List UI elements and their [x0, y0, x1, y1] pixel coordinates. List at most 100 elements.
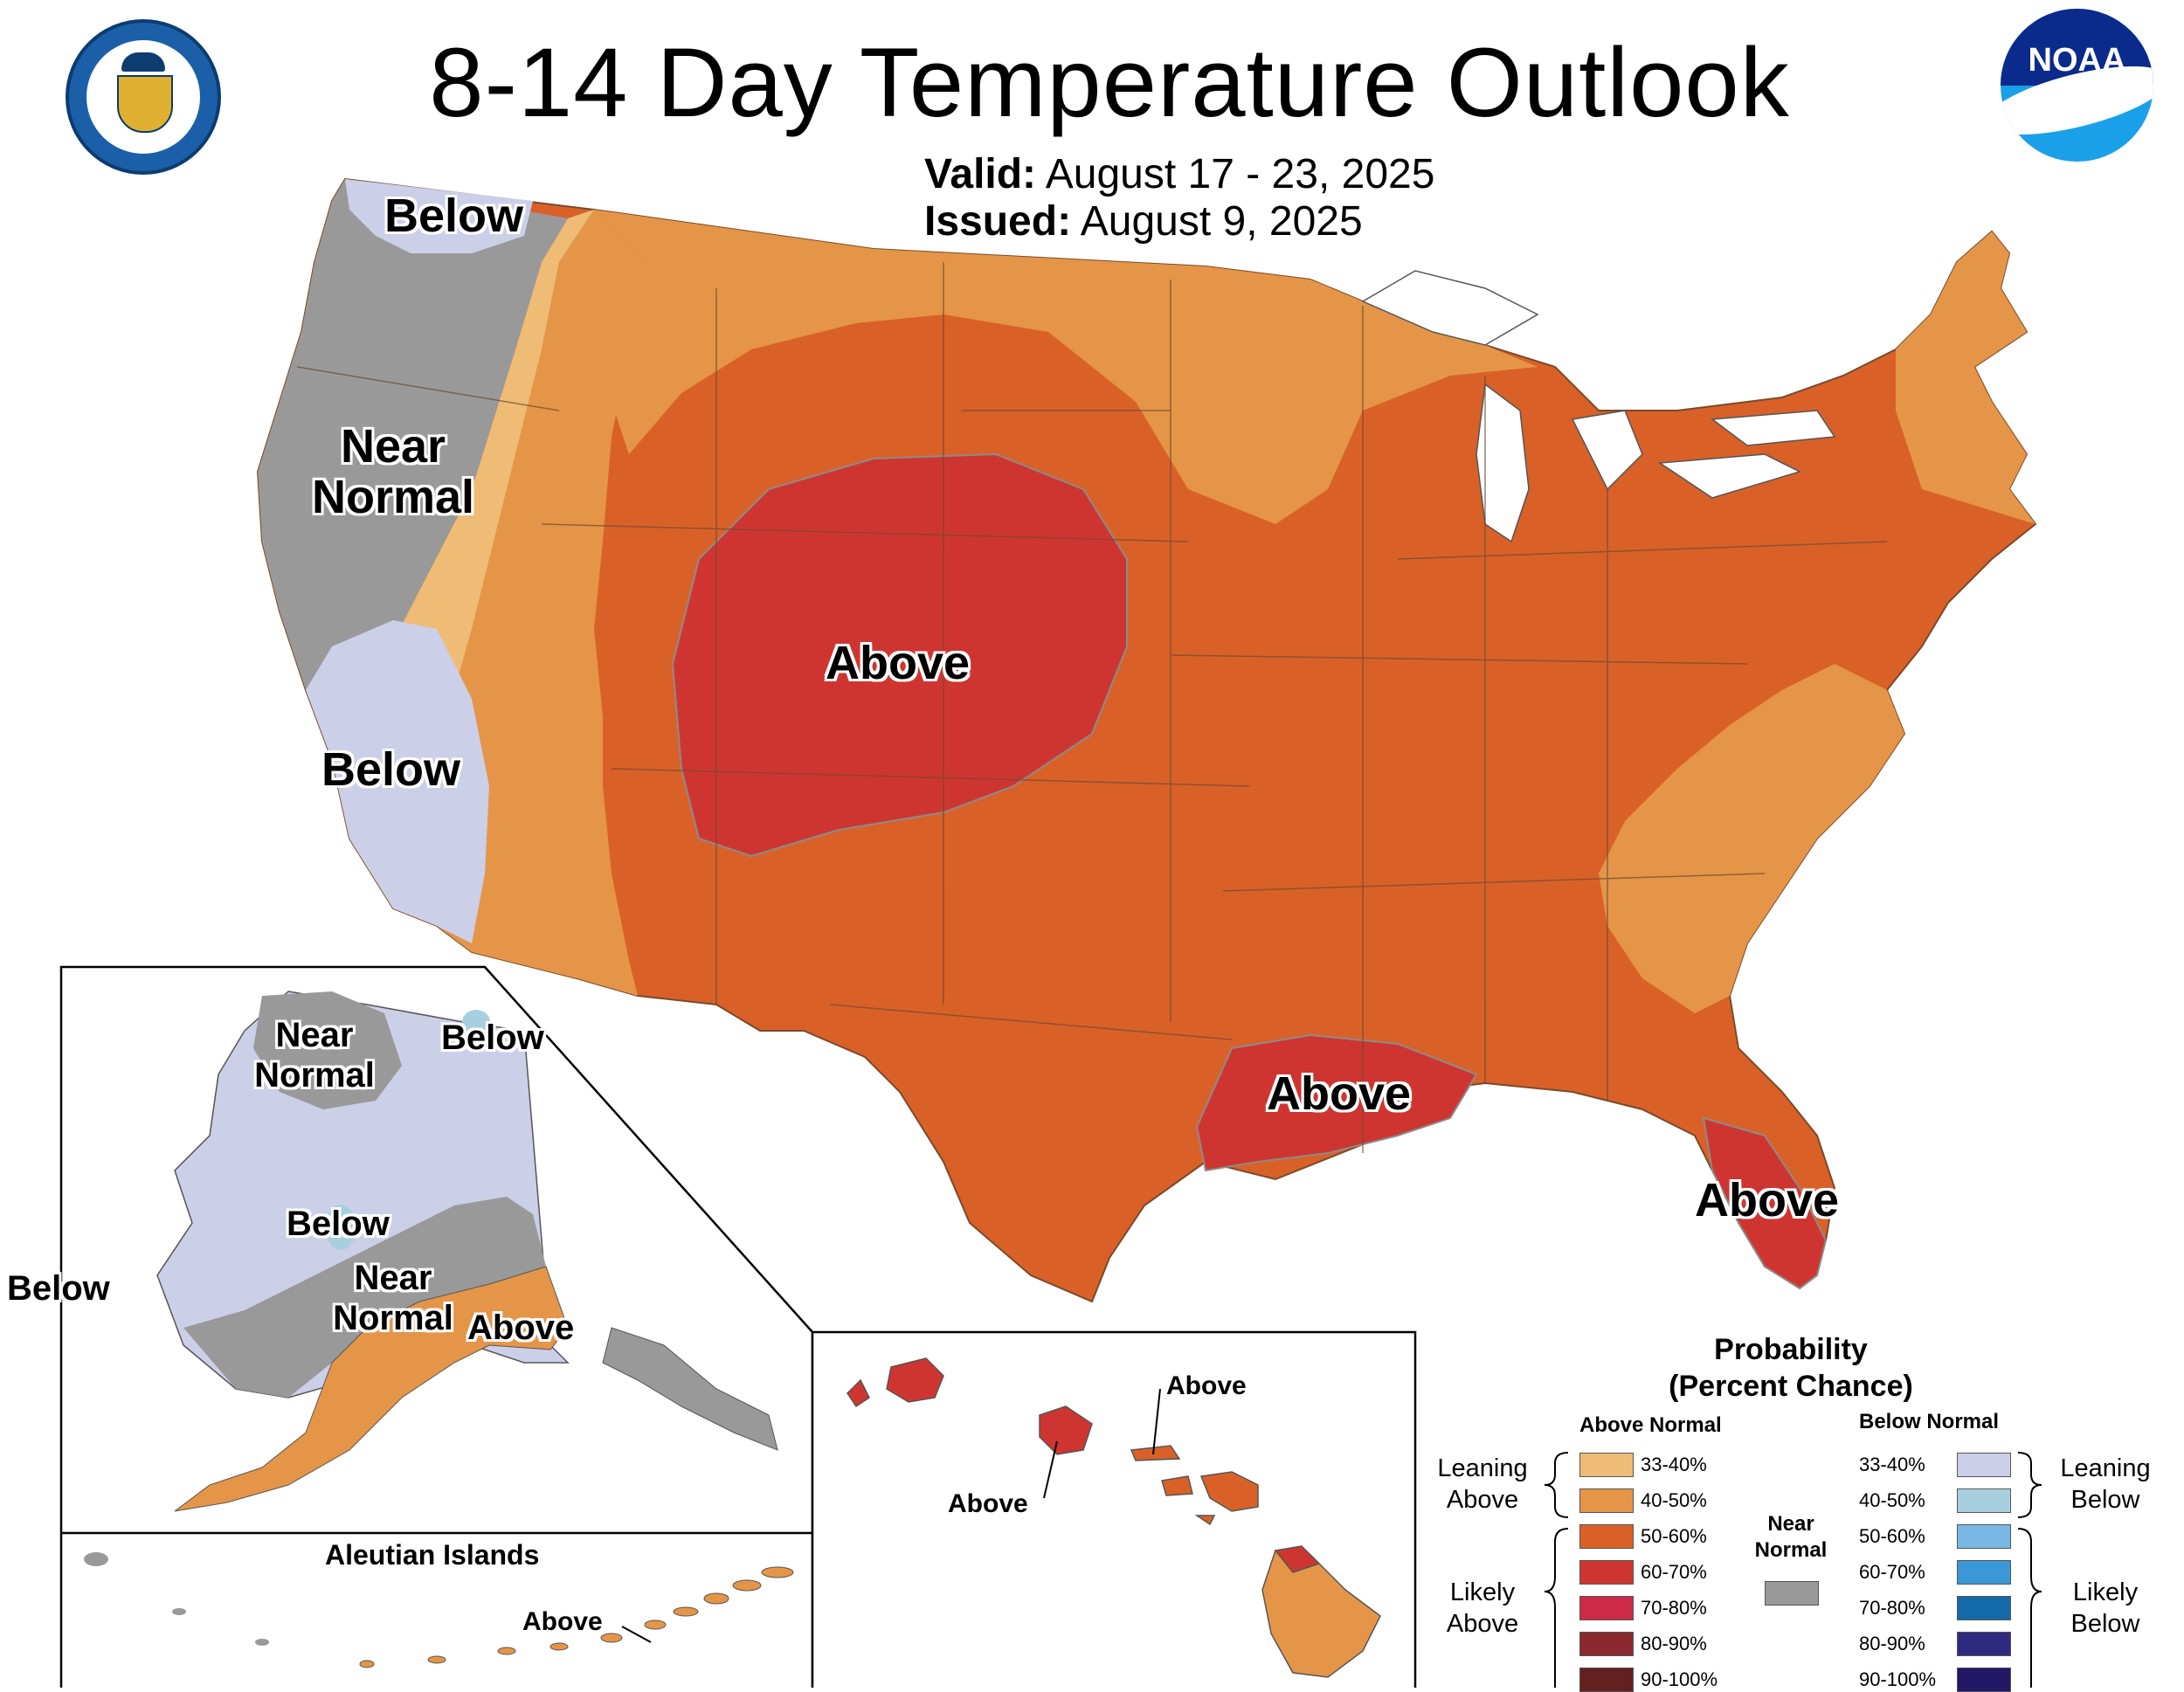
- legend-leaning-below-line2: Below: [2070, 1486, 2140, 1514]
- legend-likely-below: Likely Below: [2049, 1577, 2162, 1640]
- noaa-logo: NOAA: [2001, 9, 2153, 162]
- aleutian-islands-near: [84, 1552, 269, 1646]
- label-aleutian-above: Above: [522, 1607, 603, 1636]
- conus-region-above-40-50-north: [594, 210, 1538, 524]
- label-ak-south-near-line2: Normal: [333, 1299, 453, 1337]
- eagle-icon: [121, 52, 165, 72]
- state-boundaries: [296, 262, 1888, 1153]
- legend-below-swatch: [1957, 1596, 2011, 1620]
- conus-region-above-40-50-northeast: [1896, 231, 2035, 524]
- legend-above-percent: 40-50%: [1641, 1489, 1707, 1511]
- legend-leaning-above: Leaning Above: [1426, 1453, 1539, 1516]
- label-west-near-line1: Near: [340, 420, 446, 473]
- conus-region-above-60-70-florida: [1702, 1116, 1828, 1290]
- legend-above-percent: 90-100%: [1641, 1668, 1718, 1690]
- legend-above-swatch: [1579, 1632, 1634, 1656]
- hawaii-above-pointer-top: [1152, 1388, 1161, 1455]
- legend-above-header: Above Normal: [1579, 1413, 1722, 1437]
- legend-below-swatch: [1957, 1488, 2011, 1513]
- alaska-region-near-normal-north: [253, 991, 402, 1109]
- label-rockies-above: Above: [826, 637, 971, 689]
- aleutian-title: Aleutian Islands: [325, 1539, 540, 1571]
- legend-near-normal-line2: Normal: [1754, 1538, 1828, 1562]
- label-ak-north-near-normal: Near Normal: [245, 1015, 384, 1095]
- legend-leaning-above-line2: Above: [1446, 1486, 1519, 1514]
- legend-below-percent: 33-40%: [1859, 1454, 1925, 1475]
- legend-above-percent: 50-60%: [1641, 1525, 1707, 1547]
- legend-below-percent: 40-50%: [1859, 1489, 1925, 1511]
- legend-leaning-below-line1: Leaning: [2060, 1454, 2151, 1482]
- label-ak-center-below: Below: [287, 1205, 390, 1243]
- legend-title-line2: (Percent Chance): [1669, 1370, 1913, 1403]
- label-gulf-above: Above: [1267, 1067, 1412, 1120]
- label-ca-below: Below: [321, 743, 461, 796]
- legend-above-percent: 70-80%: [1641, 1597, 1707, 1619]
- legend-above-percent: 80-90%: [1641, 1633, 1707, 1654]
- legend-likely-above: Likely Above: [1426, 1577, 1539, 1640]
- legend-near-normal-line1: Near: [1767, 1512, 1814, 1536]
- alaska-region-below-light-ne: [462, 1010, 490, 1034]
- noaa-logo-text: NOAA: [2028, 42, 2126, 79]
- aleutian-above-pointer: [621, 1626, 652, 1643]
- legend-above-percent: 33-40%: [1641, 1454, 1707, 1475]
- hawaii-islands: [847, 1357, 1381, 1678]
- legend-below-percent: 50-60%: [1859, 1525, 1925, 1547]
- label-ak-south-above: Above: [467, 1309, 575, 1347]
- valid-dates: Valid: August 17 - 23, 2025: [924, 150, 1434, 198]
- legend-braces: [1544, 1452, 2042, 1688]
- issued-label: Issued:: [924, 198, 1072, 245]
- label-pnw-below: Below: [384, 190, 524, 242]
- alaska-region-near-normal-south: [183, 1197, 546, 1398]
- page-title: 8-14 Day Temperature Outlook: [429, 28, 1790, 137]
- label-ak-south-near-normal: Near Normal: [323, 1258, 463, 1338]
- legend-below-swatch: [1957, 1560, 2011, 1585]
- legend-leaning-above-line1: Leaning: [1437, 1454, 1528, 1482]
- label-ak-south-near-line1: Near: [354, 1259, 432, 1297]
- legend-leaning-below: Leaning Below: [2049, 1453, 2162, 1516]
- legend-likely-below-line2: Below: [2070, 1610, 2140, 1638]
- legend-above-swatch: [1579, 1560, 1634, 1585]
- legend-below-percent: 90-100%: [1859, 1668, 1937, 1690]
- great-lakes: [1361, 270, 1836, 543]
- legend-below-swatch: [1957, 1453, 2011, 1477]
- conus-region-below-california: [306, 620, 489, 943]
- conus-region-near-normal: [258, 179, 568, 760]
- issued-value: August 9, 2025: [1080, 198, 1363, 245]
- legend-above-swatch: [1579, 1668, 1634, 1692]
- legend-above-percent: 60-70%: [1641, 1561, 1707, 1583]
- conus-region-above-50-60: [256, 177, 2037, 1303]
- legend-above-swatch: [1579, 1453, 1634, 1477]
- legend-below-swatch: [1957, 1668, 2011, 1692]
- legend-likely-below-line1: Likely: [2072, 1578, 2139, 1606]
- label-west-near-normal: Near Normal: [306, 421, 480, 522]
- legend-below-swatch: [1957, 1632, 2011, 1656]
- legend-near-normal: Near Normal: [1738, 1511, 1843, 1564]
- commerce-shield-icon: [117, 75, 173, 133]
- label-ak-ne-below: Below: [441, 1019, 544, 1057]
- legend-title: Probability (Percent Chance): [1651, 1331, 1931, 1405]
- legend-above-swatch: [1579, 1488, 1634, 1513]
- alaska-region-below-light-center: [325, 1205, 356, 1250]
- legend-below-swatch: [1957, 1524, 2011, 1549]
- alaska-panhandle: [602, 1327, 778, 1451]
- valid-value: August 17 - 23, 2025: [1045, 151, 1435, 197]
- valid-label: Valid:: [924, 151, 1037, 197]
- legend-above-swatch: [1579, 1524, 1634, 1549]
- label-west-near-line2: Normal: [311, 471, 475, 523]
- legend-likely-above-line1: Likely: [1449, 1578, 1516, 1606]
- legend-near-normal-swatch: [1765, 1581, 1819, 1606]
- label-hawaii-above-top: Above: [1166, 1371, 1247, 1400]
- issued-date: Issued: August 9, 2025: [924, 197, 1363, 245]
- legend-above-swatch: [1579, 1596, 1634, 1620]
- commerce-seal-logo: [66, 19, 221, 175]
- label-ak-north-near-line1: Near: [275, 1016, 354, 1054]
- conus-region-below-pnw: [345, 179, 533, 253]
- conus-region-above-40-50-southeast: [1599, 664, 1904, 1013]
- legend-likely-above-line2: Above: [1446, 1610, 1519, 1638]
- alaska-region-above-coast: [174, 1266, 569, 1512]
- label-ak-west-below: Below: [7, 1269, 110, 1308]
- legend-below-percent: 60-70%: [1859, 1561, 1925, 1583]
- hawaii-above-pointer-left: [1043, 1440, 1058, 1499]
